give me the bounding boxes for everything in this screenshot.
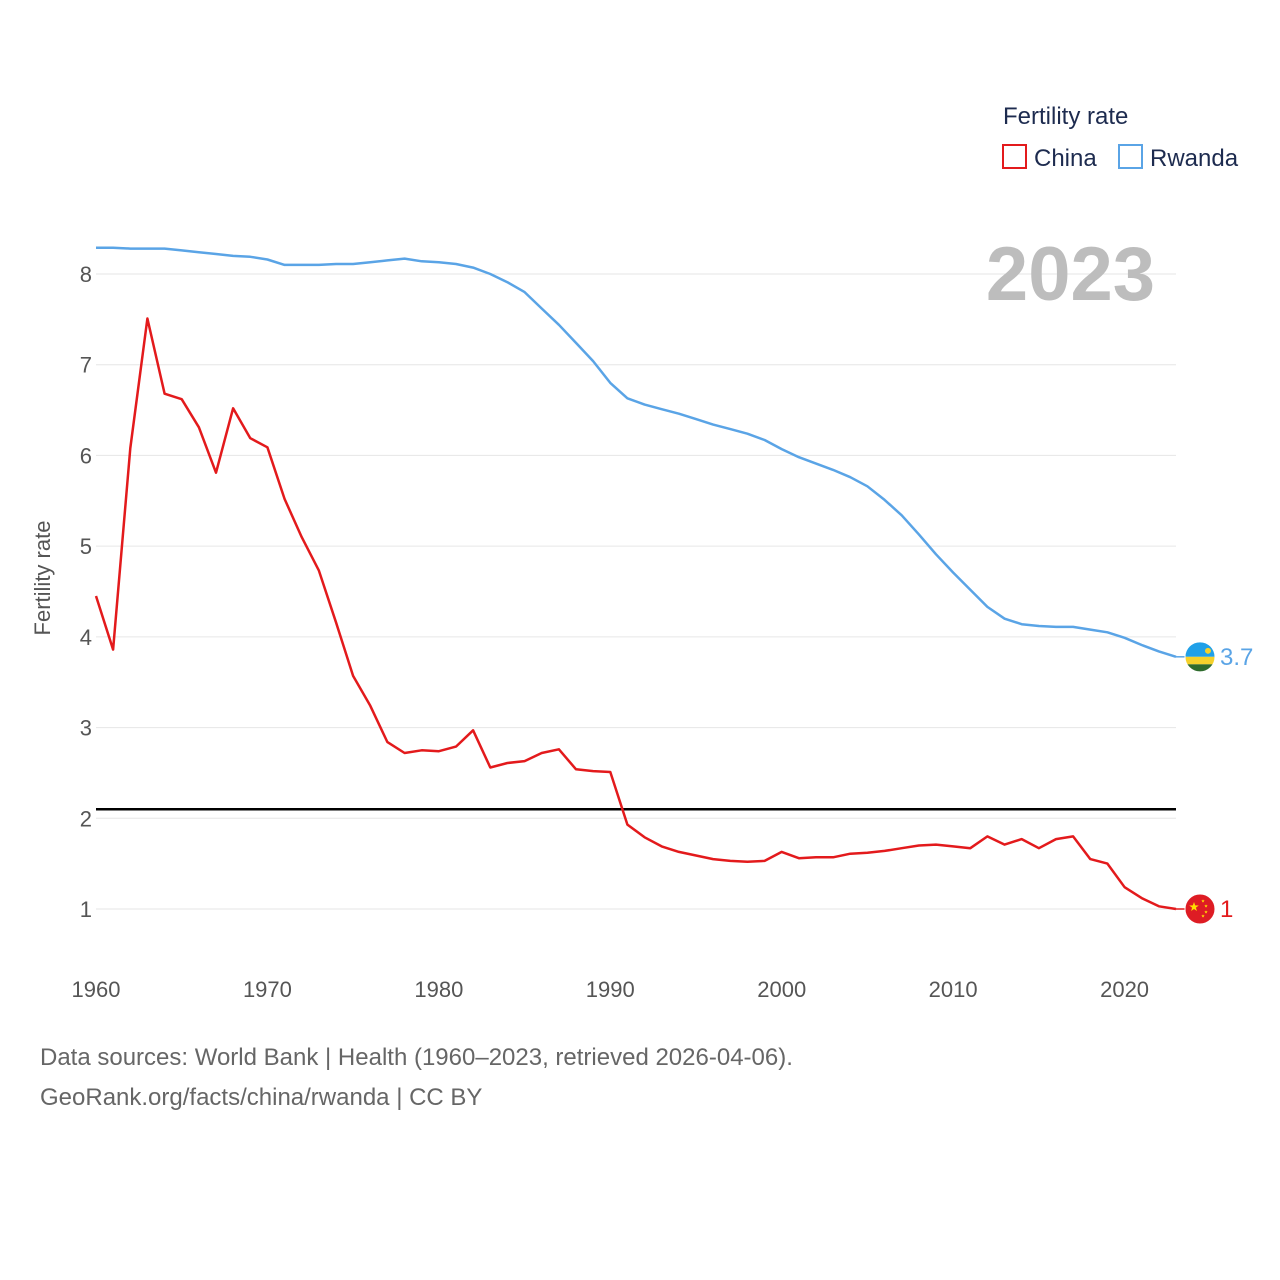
y-axis-title: Fertility rate xyxy=(30,521,55,636)
legend[interactable]: Fertility rate China Rwanda xyxy=(1002,103,1239,172)
legend-label-rwanda: Rwanda xyxy=(1150,145,1239,172)
end-label-china: 1 xyxy=(1220,896,1233,923)
y-tick-label: 5 xyxy=(80,534,92,559)
y-tick-label: 1 xyxy=(80,897,92,922)
x-axis: 1960 1970 1980 1990 2000 2010 2020 xyxy=(72,977,1150,1002)
series-line-china xyxy=(94,317,1177,911)
x-tick-label: 1990 xyxy=(586,977,635,1002)
footer-sources: Data sources: World Bank | Health (1960–… xyxy=(40,1044,793,1071)
gridlines xyxy=(96,273,1176,910)
x-tick-label: 1960 xyxy=(72,977,121,1002)
china-flag-icon xyxy=(1184,893,1216,925)
y-tick-label: 6 xyxy=(80,443,92,468)
y-axis: 1 2 3 4 5 6 7 8 xyxy=(80,262,92,922)
line-chart: 1 2 3 4 5 6 7 8 1960 1970 1980 1990 2000 2010 2020 Fe… xyxy=(30,103,1253,1002)
legend-label-china: China xyxy=(1034,145,1097,172)
end-label-rwanda: 3.7 xyxy=(1220,644,1253,671)
x-tick-label: 2020 xyxy=(1100,977,1149,1002)
footer-link[interactable]: GeoRank.org/facts/china/rwanda | CC BY xyxy=(40,1084,483,1111)
x-tick-label: 1970 xyxy=(243,977,292,1002)
y-tick-label: 7 xyxy=(80,353,92,378)
series-lines xyxy=(94,246,1177,911)
year-label: 2023 xyxy=(986,232,1155,317)
legend-item-china[interactable]: China xyxy=(1002,144,1097,172)
y-tick-label: 8 xyxy=(80,262,92,287)
end-markers: 13.7 xyxy=(1176,641,1253,925)
x-tick-label: 2010 xyxy=(929,977,978,1002)
y-tick-label: 4 xyxy=(80,625,92,650)
x-tick-label: 1980 xyxy=(414,977,463,1002)
x-tick-label: 2000 xyxy=(757,977,806,1002)
legend-item-rwanda[interactable]: Rwanda xyxy=(1118,144,1239,172)
rwanda-flag-icon xyxy=(1184,641,1216,673)
legend-title: Fertility rate xyxy=(1003,103,1128,130)
series-line-rwanda xyxy=(96,246,1177,658)
y-tick-label: 2 xyxy=(80,806,92,831)
y-tick-label: 3 xyxy=(80,716,92,741)
